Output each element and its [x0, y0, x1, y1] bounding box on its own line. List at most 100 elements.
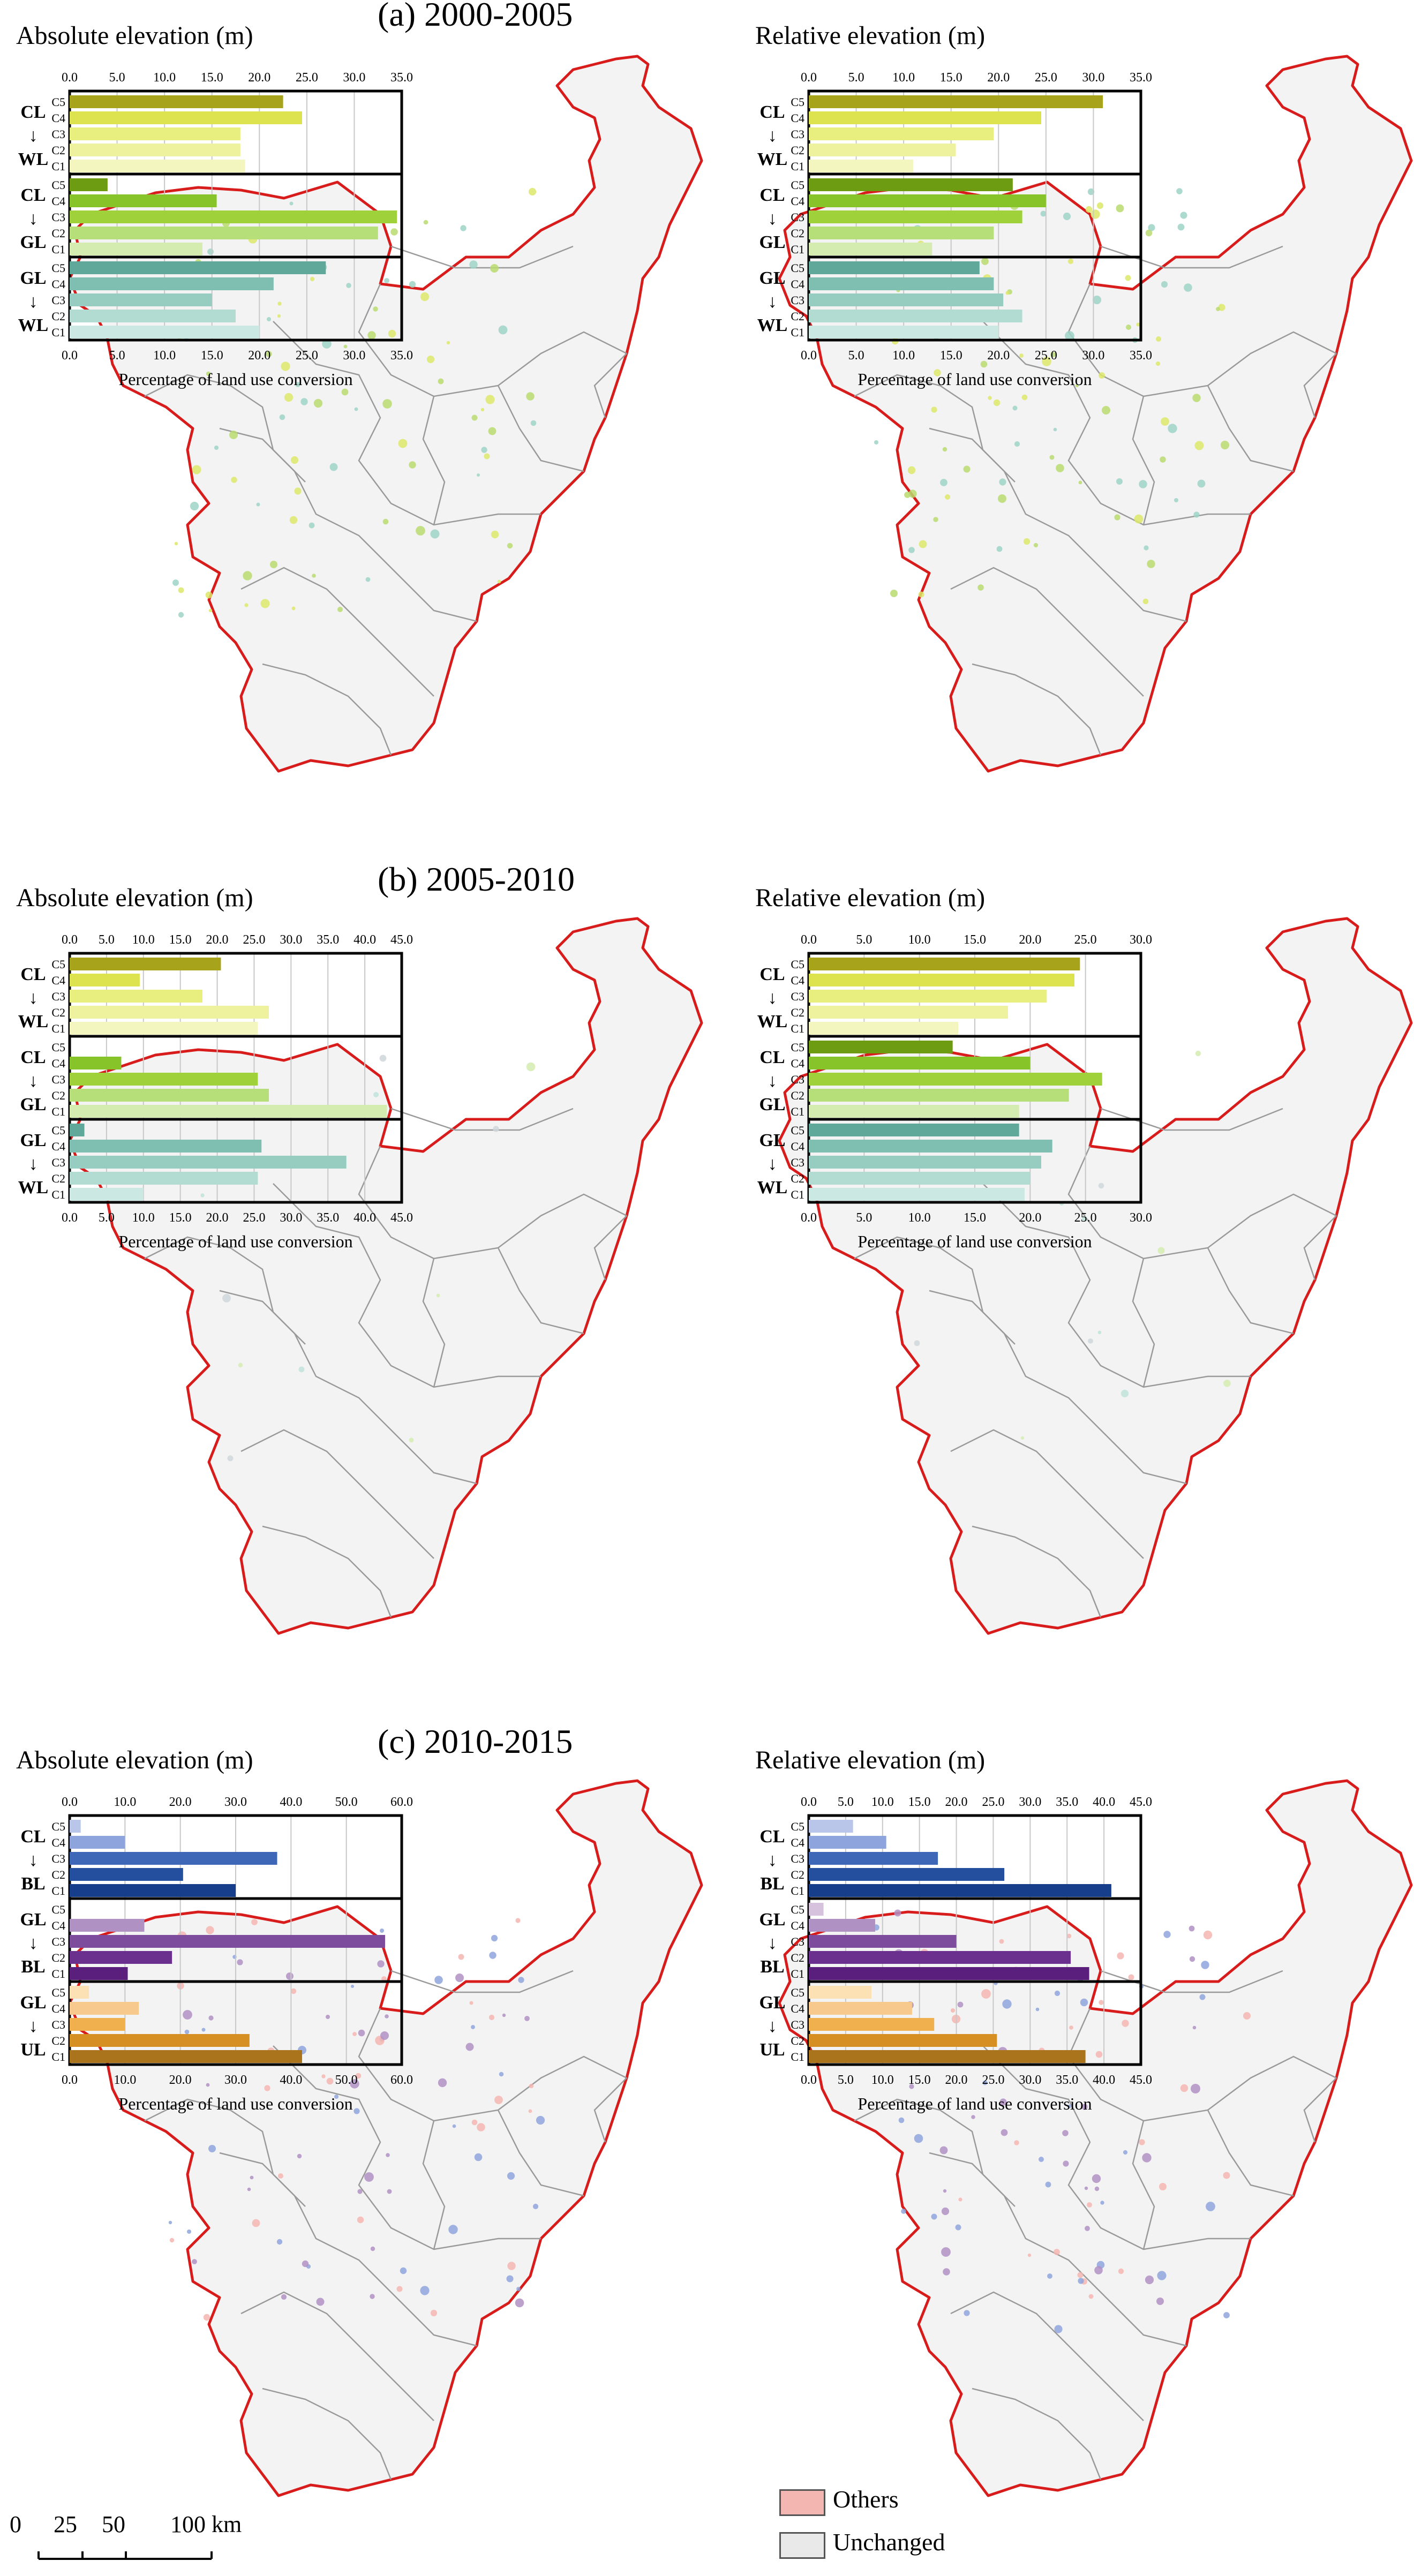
chart-bar [70, 1006, 269, 1019]
chart-tick-label-top: 15.0 [169, 933, 192, 947]
map-change-patch [337, 607, 343, 612]
chart-bar [809, 1057, 1031, 1069]
chart-group-label: BL [21, 1874, 45, 1894]
chart-category-label: C1 [51, 1188, 65, 1201]
chart-category-label: C4 [791, 1140, 804, 1153]
chart-bar [70, 1868, 183, 1881]
map-change-patch [1134, 514, 1144, 524]
map-change-patch [354, 407, 358, 411]
chart-category-label: C2 [791, 310, 804, 323]
map-change-patch [278, 2173, 283, 2179]
chart-tick-label-top: 20.0 [206, 933, 229, 947]
map-change-patch [484, 453, 490, 460]
map-change-patch [1116, 204, 1124, 213]
map-change-patch [460, 225, 467, 231]
chart-category-label: C3 [51, 293, 65, 307]
chart-category-label: C5 [51, 1820, 65, 1833]
chart-bar [70, 160, 245, 172]
map-change-patch [1005, 291, 1010, 295]
map-inner-boundary [982, 2045, 1251, 2250]
chart-bar [70, 1172, 258, 1185]
map-change-patch [1206, 2202, 1215, 2211]
map-change-patch [1033, 543, 1039, 548]
chart-category-label: C5 [791, 261, 804, 275]
map-change-patch [1177, 223, 1185, 231]
map-change-patch [1085, 2226, 1090, 2231]
map-change-patch [381, 1976, 387, 1982]
map-change-patch [291, 606, 296, 611]
scale-bar-label-0: 0 [10, 2511, 21, 2537]
chart-bar [809, 1820, 853, 1833]
chart-category-label: C1 [51, 1884, 65, 1897]
chart-1: Absolute elevation (m) 0.0 0.0 5.0 5.0 10.0 10… [16, 21, 413, 389]
chart-bar [70, 261, 326, 274]
map-change-patch [485, 395, 495, 404]
chart-category-label: C3 [51, 210, 65, 224]
map-inner-boundary [1132, 1258, 1155, 1388]
map-change-patch [942, 447, 947, 452]
chart-category-label: C1 [51, 1022, 65, 1035]
chart-group-label: WL [18, 149, 49, 169]
map-change-patch [1163, 1931, 1171, 1938]
chart-group-label: ↓ [29, 1071, 38, 1091]
map-change-patch [1081, 2104, 1088, 2110]
chart-category-label: C4 [51, 1919, 65, 1932]
chart-group-label: GL [20, 1910, 46, 1930]
chart-category-label: C3 [51, 1935, 65, 1948]
chart-tick-label-bottom: 35.0 [1056, 2073, 1078, 2087]
map-change-patch [1002, 1999, 1012, 2009]
map-change-patch [430, 529, 440, 539]
chart-category-label: C4 [51, 194, 65, 208]
map-change-patch [506, 2275, 514, 2283]
chart-tick-label-top: 0.0 [801, 933, 817, 947]
chart-category-label: C2 [51, 2034, 65, 2047]
map-change-patch [244, 603, 249, 607]
map-change-patch [981, 1989, 991, 1999]
map-change-patch [971, 2115, 975, 2119]
map-change-patch [980, 360, 988, 368]
chart-bar [809, 974, 1074, 986]
maps-layer [68, 55, 1413, 2497]
map-change-patch [536, 2115, 545, 2125]
map-inner-boundary [972, 663, 1102, 756]
map-change-patch [1199, 1994, 1206, 2000]
map-change-patch [1100, 2201, 1104, 2205]
chart-category-label: C4 [51, 277, 65, 291]
map-change-patch [281, 2294, 287, 2300]
map-change-patch [276, 2239, 283, 2245]
chart-group-label: WL [757, 1012, 788, 1031]
chart-bar [70, 2034, 250, 2047]
map-change-patch [201, 2028, 206, 2032]
map-change-patch [237, 1959, 243, 1965]
chart-6: Relative elevation (m) 0.0 0.0 5.0 5.0 10.0 10… [755, 1746, 1152, 2113]
legend-unchanged-label: Unchanged [833, 2528, 945, 2556]
chart-4: Relative elevation (m) 0.0 0.0 5.0 5.0 10.0 10… [755, 884, 1152, 1251]
chart-category-label: C3 [791, 1935, 804, 1948]
chart-category-label: C4 [791, 111, 804, 125]
map-change-patch [309, 522, 315, 529]
map-change-patch [388, 329, 396, 338]
map-change-patch [357, 2189, 363, 2194]
map-change-patch [322, 339, 332, 349]
chart-category-label: C2 [791, 227, 804, 240]
chart-tick-label-bottom: 15.0 [940, 349, 962, 363]
chart-tick-label-top: 25.0 [1035, 71, 1057, 85]
chart-tick-label-bottom: 10.0 [153, 349, 176, 363]
chart-bar [809, 1836, 886, 1849]
chart-group-label: BL [21, 1957, 45, 1977]
map-change-patch [231, 477, 237, 483]
map-change-patch [1243, 2012, 1251, 2020]
chart-tick-label-top: 25.0 [1074, 933, 1097, 947]
map-change-patch [1020, 1436, 1025, 1440]
chart-tick-label-top: 15.0 [201, 71, 223, 85]
map-change-patch [190, 501, 199, 511]
chart-tick-label-bottom: 5.0 [856, 1211, 872, 1225]
chart-group-label: ↓ [768, 126, 777, 146]
chart-tick-label-bottom: 35.0 [390, 349, 413, 363]
map-change-patch [1081, 1216, 1088, 1222]
chart-tick-label-top: 35.0 [317, 933, 339, 947]
chart-group-label: CL [20, 185, 46, 205]
map-change-patch [914, 1340, 920, 1346]
map-inner-boundary [929, 2152, 1187, 2347]
map-change-patch [933, 517, 938, 522]
